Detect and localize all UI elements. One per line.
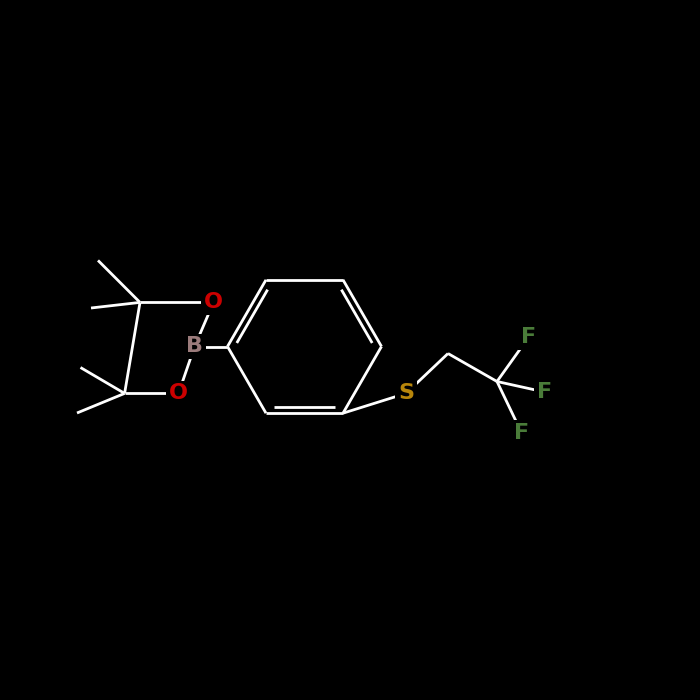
Text: S: S [398, 384, 414, 403]
Text: B: B [186, 337, 203, 356]
Text: F: F [537, 382, 552, 402]
Text: F: F [521, 328, 536, 347]
Text: O: O [204, 293, 223, 312]
Text: F: F [514, 423, 529, 442]
Text: O: O [169, 384, 188, 403]
